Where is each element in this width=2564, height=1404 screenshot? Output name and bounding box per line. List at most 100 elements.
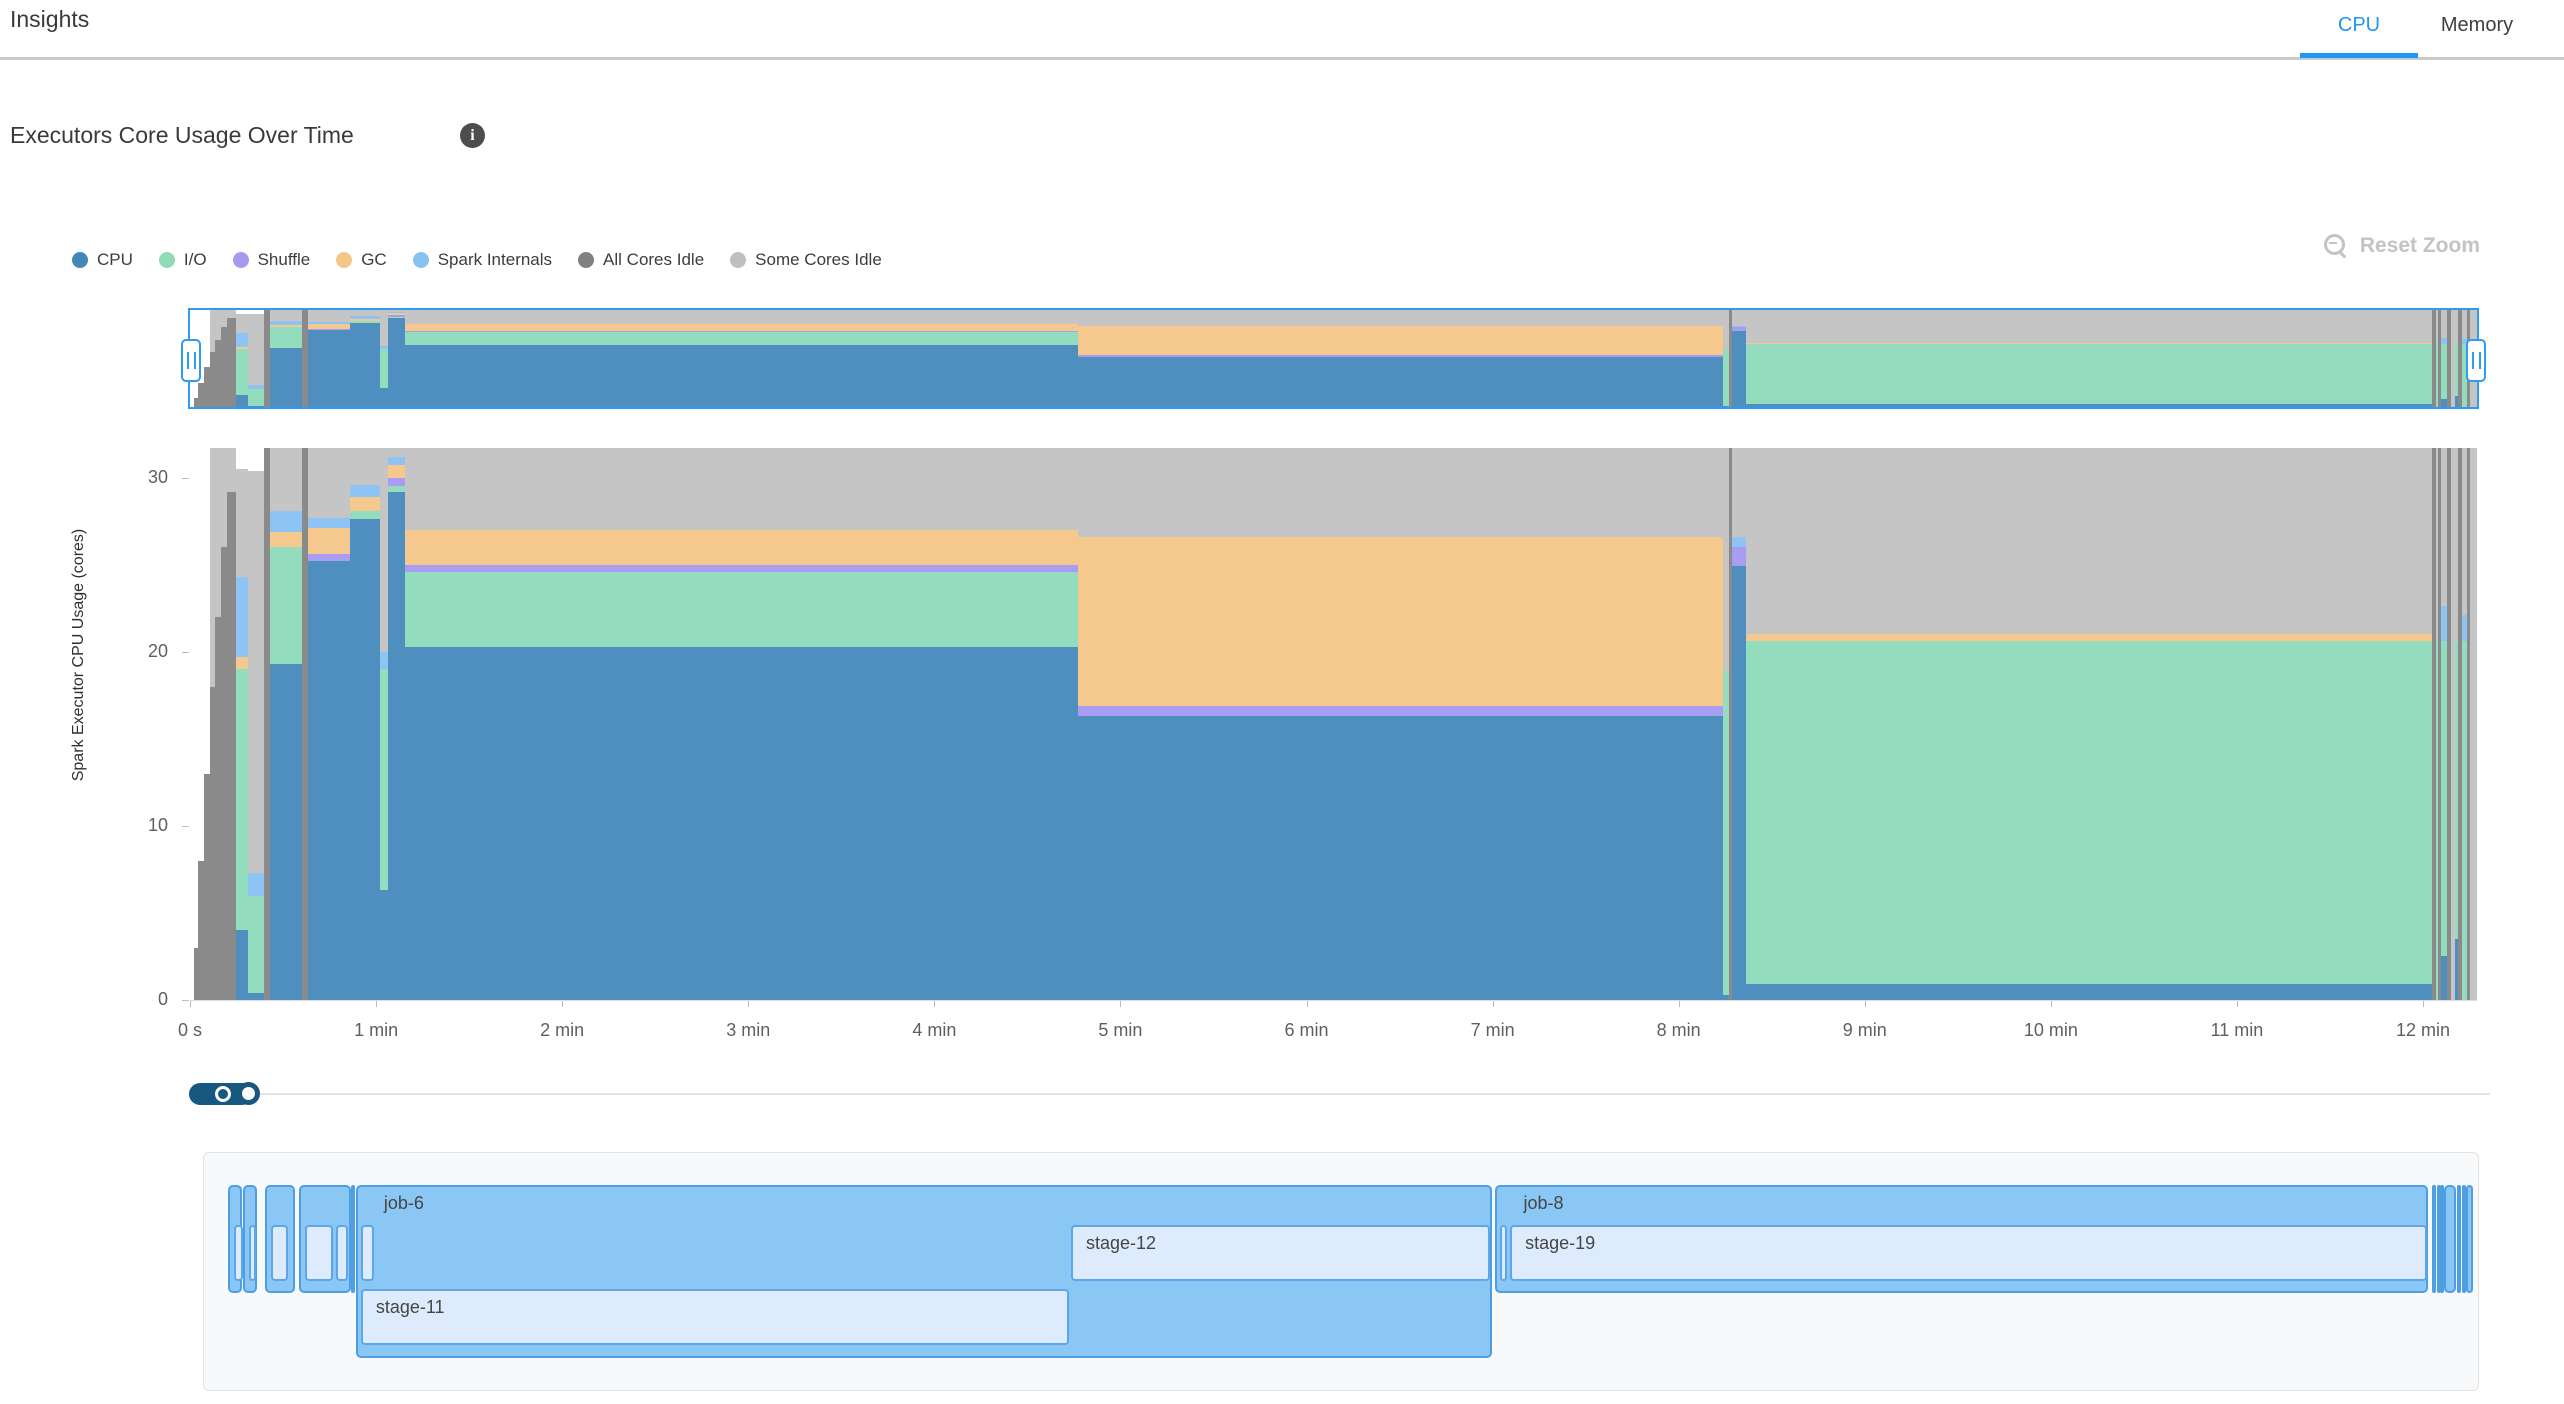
usage-segment [198, 310, 204, 407]
zoom-slider-track[interactable] [252, 1093, 2490, 1095]
legend-item-internals[interactable]: Spark Internals [412, 250, 552, 270]
some_idle-area [2462, 448, 2468, 616]
cpu-area [1723, 994, 1729, 1000]
job-bar-job-6[interactable]: job-6 stage-12 stage-11 [355, 1185, 1492, 1358]
all_idle-area [209, 351, 216, 407]
legend-item-cpu[interactable]: CPU [72, 250, 133, 270]
stage-bar[interactable] [335, 1225, 348, 1281]
stage-bar[interactable] [304, 1225, 333, 1281]
job-bar[interactable] [242, 1185, 257, 1293]
stage-bar-stage-19[interactable]: stage-19 [1510, 1225, 2428, 1281]
all_idle-area [2432, 310, 2436, 407]
view-tabs: CPU Memory [2300, 4, 2536, 58]
shuffle-area [1731, 547, 1746, 567]
job-bar[interactable] [298, 1185, 351, 1293]
cpu-area [1077, 716, 1724, 1000]
io-area [235, 348, 248, 395]
job-bar[interactable] [2432, 1185, 2437, 1293]
job-bar[interactable] [2440, 1185, 2445, 1293]
usage-segment [2446, 310, 2451, 407]
usage-segment [235, 448, 248, 1000]
stage-bar-stage-12[interactable]: stage-12 [1070, 1225, 1491, 1281]
overview-chart[interactable] [181, 308, 2486, 409]
legend-item-all_idle[interactable]: All Cores Idle [578, 250, 704, 270]
some_idle-area [1731, 310, 1746, 326]
cpu-area [1077, 357, 1724, 407]
gc-area [404, 529, 1078, 565]
all_idle-area [215, 616, 221, 1000]
stage-bar[interactable] [360, 1225, 374, 1281]
shuffle-area [1731, 327, 1746, 331]
info-icon[interactable]: i [460, 123, 485, 148]
all_idle-area [2438, 448, 2442, 1000]
stage-bar-stage-11[interactable]: stage-11 [360, 1289, 1069, 1345]
usage-segment [215, 448, 221, 1000]
some_idle-area [2441, 448, 2447, 607]
usage-segment [2441, 310, 2447, 407]
cpu-area [270, 663, 302, 1000]
io-area [1745, 343, 2433, 405]
stage-bar[interactable] [233, 1225, 243, 1281]
some_idle-area [227, 448, 236, 492]
usage-segment [2432, 448, 2436, 1000]
usage-segment [1745, 448, 2433, 1000]
some_idle-area [1723, 448, 1729, 671]
job-bar[interactable] [2462, 1185, 2467, 1293]
job-bar-job-8[interactable]: job-8 stage-19 [1495, 1185, 2429, 1293]
legend-item-some_idle[interactable]: Some Cores Idle [730, 250, 882, 270]
cpu-usage-chart[interactable] [190, 448, 2477, 1001]
internals-area [379, 651, 389, 670]
all_idle-area [227, 491, 236, 1000]
usage-segment [264, 310, 270, 407]
legend-label: I/O [183, 250, 207, 269]
job-bar[interactable] [2457, 1185, 2462, 1293]
job-bar[interactable] [351, 1185, 356, 1293]
usage-segment [270, 310, 302, 407]
job-bar[interactable] [264, 1185, 295, 1293]
brush-handle-right[interactable] [2466, 339, 2486, 382]
io-area [2441, 641, 2447, 957]
stage-bar[interactable] [249, 1225, 256, 1281]
some_idle-area [2450, 310, 2456, 407]
tab-memory[interactable]: Memory [2440, 14, 2514, 36]
job-bar[interactable] [2436, 1185, 2441, 1293]
io-area [388, 486, 405, 492]
internals-area [2462, 339, 2468, 344]
stage-label: stage-19 [1525, 1233, 1596, 1253]
usage-segment [209, 448, 216, 1000]
io-area [2462, 343, 2468, 407]
stage-bar[interactable] [1500, 1225, 1508, 1281]
all_idle-area [2446, 310, 2451, 407]
all_idle-area [2458, 448, 2463, 1000]
job-bar[interactable] [2443, 1185, 2456, 1293]
usage-segment [2470, 448, 2477, 1000]
some_idle-area [215, 448, 221, 617]
legend-item-shuffle[interactable]: Shuffle [232, 250, 310, 270]
zoom-slider-handle-grip[interactable] [215, 1086, 231, 1102]
shuffle-area [1077, 355, 1724, 358]
chart-section-title: Executors Core Usage Over Time [10, 122, 354, 148]
all_idle-area [203, 367, 210, 407]
brush-handle-left[interactable] [181, 339, 201, 382]
usage-segment [209, 310, 216, 407]
job-bar[interactable] [2466, 1185, 2473, 1293]
zoom-slider-handle-right[interactable] [237, 1082, 260, 1105]
cpu-area [235, 930, 248, 1000]
usage-segment [2455, 310, 2459, 407]
all_idle-area [1728, 310, 1732, 407]
legend-item-io[interactable]: I/O [158, 250, 207, 270]
chart-legend: CPU I/O Shuffle GC Spark Internals All Cores … [72, 250, 882, 270]
reset-zoom-button[interactable]: Reset Zoom [2323, 234, 2480, 259]
job-bar[interactable] [228, 1185, 243, 1293]
usage-segment [2438, 310, 2442, 407]
cpu-area [308, 561, 351, 1000]
io-area [404, 331, 1078, 345]
shuffle-legend-dot [232, 252, 249, 268]
gc-area [1077, 536, 1724, 706]
tab-cpu[interactable]: CPU [2300, 4, 2418, 58]
stage-bar[interactable] [270, 1225, 288, 1281]
y-axis-label: Spark Executor CPU Usage (cores) [70, 528, 87, 782]
internals-area [1731, 536, 1746, 548]
usage-segment [2432, 310, 2436, 407]
legend-item-gc[interactable]: GC [336, 250, 387, 270]
